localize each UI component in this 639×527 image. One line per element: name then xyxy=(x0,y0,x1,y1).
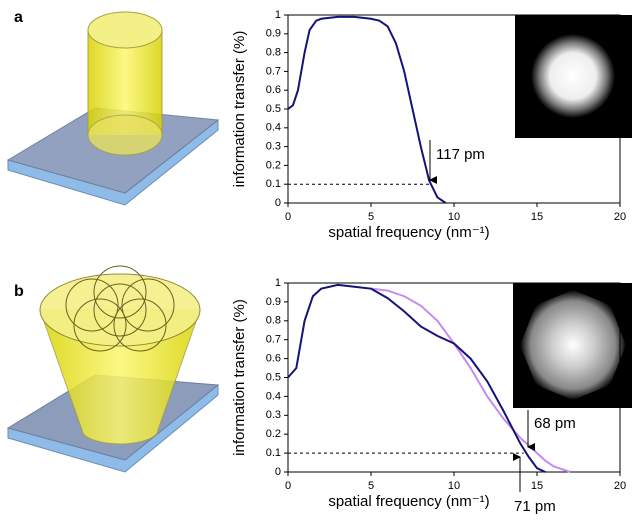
series-line xyxy=(288,285,545,472)
inset-a-spot xyxy=(531,34,615,118)
y-tick-label: 0.1 xyxy=(266,447,281,459)
y-tick-label: 0.5 xyxy=(266,371,281,383)
x-tick-label: 0 xyxy=(285,480,291,492)
y-tick-label: 0.7 xyxy=(266,334,281,346)
y-tick-label: 0.9 xyxy=(266,28,281,40)
y-tick-label: 0.2 xyxy=(266,159,281,171)
y-tick-label: 0.8 xyxy=(266,315,281,327)
x-tick-label: 15 xyxy=(531,211,543,223)
y-tick-label: 0.9 xyxy=(266,296,281,308)
x-tick-label: 10 xyxy=(448,211,460,223)
x-tick-label: 0 xyxy=(285,211,291,223)
annotation: 68 pm xyxy=(534,415,576,432)
x-axis-label: spatial frequency (nm⁻¹) xyxy=(328,493,489,510)
annotation: 71 pm xyxy=(514,498,556,515)
x-tick-label: 5 xyxy=(368,480,374,492)
y-tick-label: 0.6 xyxy=(266,353,281,365)
annotation: 117 pm xyxy=(436,146,485,163)
y-tick-label: 0.4 xyxy=(266,122,281,134)
y-tick-label: 0.1 xyxy=(266,178,281,190)
x-tick-label: 10 xyxy=(448,480,460,492)
y-tick-label: 0.5 xyxy=(266,103,281,115)
y-tick-label: 1 xyxy=(275,9,281,21)
illustration-a xyxy=(8,12,218,205)
y-axis-label: information transfer (%) xyxy=(231,299,248,456)
panel-label: b xyxy=(14,283,24,300)
figure: a00.10.20.30.40.50.60.70.80.9105101520in… xyxy=(0,0,639,527)
y-tick-label: 0.2 xyxy=(266,428,281,440)
y-tick-label: 0.3 xyxy=(266,409,281,421)
x-tick-label: 20 xyxy=(614,480,626,492)
y-tick-label: 0 xyxy=(275,197,281,209)
illustration-b xyxy=(8,266,218,472)
panel-label: a xyxy=(14,9,23,26)
x-tick-label: 20 xyxy=(614,211,626,223)
y-tick-label: 0.6 xyxy=(266,84,281,96)
series-line xyxy=(288,17,446,203)
y-tick-label: 0 xyxy=(275,466,281,478)
x-tick-label: 5 xyxy=(368,211,374,223)
x-tick-label: 15 xyxy=(531,480,543,492)
x-axis-label: spatial frequency (nm⁻¹) xyxy=(328,224,489,241)
y-tick-label: 0.8 xyxy=(266,47,281,59)
inset-b-spot xyxy=(520,290,626,400)
y-axis-label: information transfer (%) xyxy=(231,31,248,188)
y-tick-label: 1 xyxy=(275,277,281,289)
y-tick-label: 0.7 xyxy=(266,65,281,77)
y-tick-label: 0.3 xyxy=(266,141,281,153)
y-tick-label: 0.4 xyxy=(266,390,281,402)
